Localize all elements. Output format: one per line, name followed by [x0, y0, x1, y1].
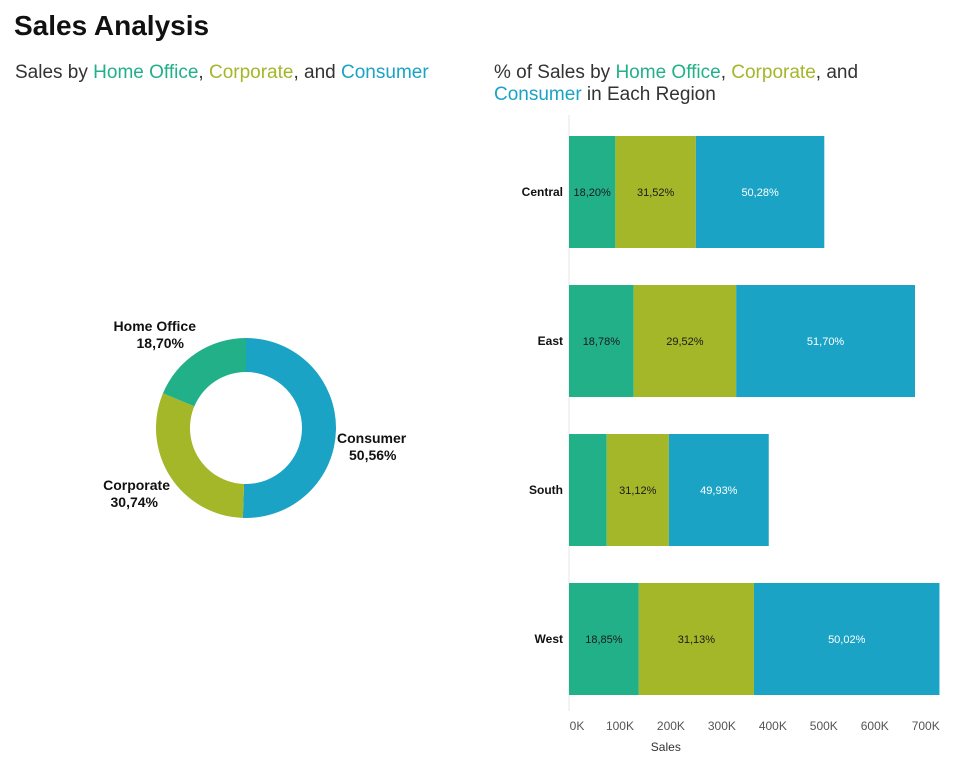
donut-pct-home-office: 18,70% — [137, 335, 185, 351]
category-label-east: East — [538, 334, 563, 348]
x-tick-label: 600K — [861, 719, 889, 733]
bar-subtitle: % of Sales by Home Office, Corporate, an… — [494, 62, 954, 106]
bar-south-corporate[interactable] — [606, 434, 669, 546]
bar-label-east-consumer: 51,70% — [807, 336, 845, 348]
bar-label-central-home-office: 18,20% — [574, 187, 612, 199]
bar-label-central-consumer: 50,28% — [741, 187, 779, 199]
bar-label-west-home-office: 18,85% — [585, 634, 623, 646]
category-label-south: South — [529, 483, 563, 497]
bar-label-east-corporate: 29,52% — [666, 336, 704, 348]
subtitle-home-office: Home Office — [93, 62, 199, 83]
bar-label-east-home-office: 18,78% — [583, 336, 621, 348]
bar-west-corporate[interactable] — [638, 583, 754, 695]
donut-pct-consumer: 50,56% — [349, 447, 397, 463]
x-tick-label: 500K — [810, 719, 838, 733]
subtitle-home-office: Home Office — [615, 62, 721, 83]
donut-label-consumer: Consumer — [337, 430, 407, 446]
bar-label-west-consumer: 50,02% — [828, 634, 866, 646]
bar-west-consumer[interactable] — [753, 583, 940, 695]
page-title: Sales Analysis — [14, 10, 210, 41]
bar-east-corporate[interactable] — [633, 285, 737, 397]
donut-slice-consumer[interactable] — [242, 338, 336, 518]
bar-central-corporate[interactable] — [615, 136, 696, 248]
subtitle-consumer: Consumer — [341, 62, 429, 83]
bar-label-south-consumer: 49,93% — [700, 485, 738, 497]
subtitle-separator: , — [198, 62, 209, 83]
subtitle-consumer: Consumer — [494, 84, 582, 105]
bar-central-consumer[interactable] — [695, 136, 825, 248]
subtitle-corporate: Corporate — [731, 62, 816, 83]
subtitle-suffix: in Each Region — [581, 84, 716, 105]
bar-east-consumer[interactable] — [736, 285, 916, 397]
donut-slice-home-office[interactable] — [162, 338, 246, 407]
subtitle-prefix: % of Sales by — [494, 62, 616, 83]
bar-south-home-office[interactable] — [569, 434, 607, 546]
subtitle-separator: , — [720, 62, 732, 83]
bar-central-home-office[interactable] — [569, 136, 616, 248]
x-tick-label: 100K — [606, 719, 634, 733]
x-tick-label: 400K — [759, 719, 787, 733]
subtitle-prefix: Sales by — [15, 62, 94, 83]
donut-label-corporate: Corporate — [103, 477, 170, 493]
donut-label-home-office: Home Office — [114, 318, 197, 334]
bar-west-home-office[interactable] — [569, 583, 639, 695]
subtitle-separator: , and — [815, 62, 859, 83]
bar-south-consumer[interactable] — [668, 434, 769, 546]
donut-pct-corporate: 30,74% — [111, 494, 159, 510]
bar-label-south-corporate: 31,12% — [619, 485, 657, 497]
x-axis-title: Sales — [651, 740, 681, 754]
x-tick-label: 700K — [912, 719, 940, 733]
x-tick-label: 200K — [657, 719, 685, 733]
bar-label-west-corporate: 31,13% — [678, 634, 716, 646]
subtitle-corporate: Corporate — [208, 62, 294, 83]
category-label-central: Central — [522, 185, 563, 199]
bar-east-home-office[interactable] — [569, 285, 634, 397]
category-label-west: West — [535, 632, 563, 646]
stacked-bar-chart: Central 18,20% 31,52% 50,28% East 18,78% 29,52… — [522, 115, 940, 754]
donut-slice-corporate[interactable] — [155, 393, 245, 518]
bar-label-central-corporate: 31,52% — [637, 187, 675, 199]
donut-subtitle: Sales by Home Office, Corporate, and Con… — [15, 62, 485, 84]
x-tick-label: 0K — [570, 719, 585, 733]
subtitle-separator: , and — [293, 62, 342, 83]
x-tick-label: 300K — [708, 719, 736, 733]
